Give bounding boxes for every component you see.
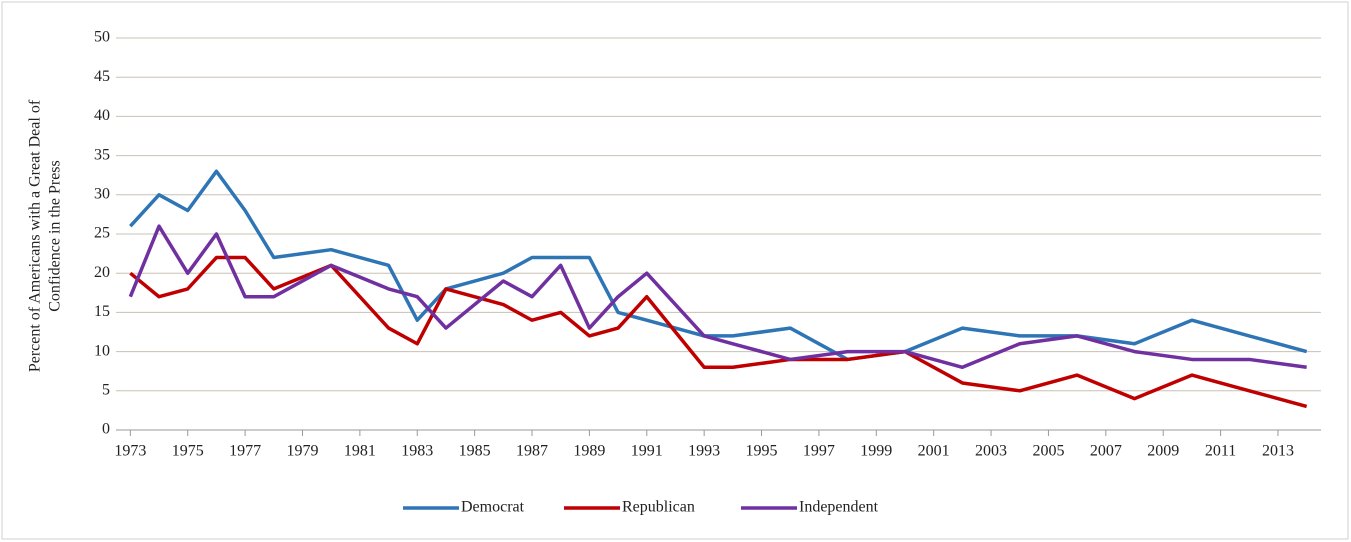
- y-tick-label: 20: [94, 264, 110, 281]
- x-tick-label: 2005: [1032, 443, 1064, 460]
- x-tick-label: 1991: [631, 443, 663, 460]
- x-tick-label: 1977: [229, 443, 261, 460]
- x-tick-label: 1989: [573, 443, 605, 460]
- data-line: [128, 224, 1307, 370]
- x-tick-label: 1999: [860, 443, 892, 460]
- y-tick-label: 0: [102, 421, 110, 438]
- y-tick-label: 30: [94, 185, 110, 202]
- x-tick-label: 1997: [803, 443, 835, 460]
- y-tick-label: 5: [102, 381, 110, 398]
- x-tick-label: 2007: [1090, 443, 1122, 460]
- data-line: [129, 255, 1308, 409]
- x-tick-label: 2001: [918, 443, 950, 460]
- x-tick-label: 1975: [172, 443, 204, 460]
- x-tick-label: 1993: [688, 443, 720, 460]
- y-axis-label: Percent of Americans with a Great Deal o…: [27, 99, 64, 372]
- y-axis-label-line: Confidence in the Press: [47, 160, 64, 312]
- x-tick-label: 1981: [344, 443, 376, 460]
- x-tick-label: 1995: [746, 443, 778, 460]
- x-tick-label: 2003: [975, 443, 1007, 460]
- x-tick-label: 1985: [459, 443, 491, 460]
- x-tick-label: 1987: [516, 443, 548, 460]
- y-tick-label: 35: [94, 146, 110, 163]
- x-tick-label: 1979: [286, 443, 318, 460]
- y-tick-label: 10: [94, 342, 110, 359]
- y-tick-label: 45: [94, 68, 110, 85]
- y-tick-label: 25: [94, 225, 110, 242]
- x-tick-label: 2011: [1205, 443, 1236, 460]
- y-tick-label: 50: [94, 29, 110, 46]
- y-tick-label: 40: [94, 107, 110, 124]
- legend-label: Independent: [799, 499, 879, 516]
- y-tick-label: 15: [94, 303, 110, 320]
- x-tick-label: 2013: [1262, 443, 1294, 460]
- data-line: [129, 169, 1308, 362]
- x-tick-label: 2009: [1147, 443, 1179, 460]
- y-axis-label-line: Percent of Americans with a Great Deal o…: [27, 99, 44, 372]
- legend-label: Republican: [622, 499, 695, 516]
- legend-label: Democrat: [461, 499, 525, 516]
- x-tick-label: 1973: [114, 443, 146, 460]
- x-tick-label: 1983: [401, 443, 433, 460]
